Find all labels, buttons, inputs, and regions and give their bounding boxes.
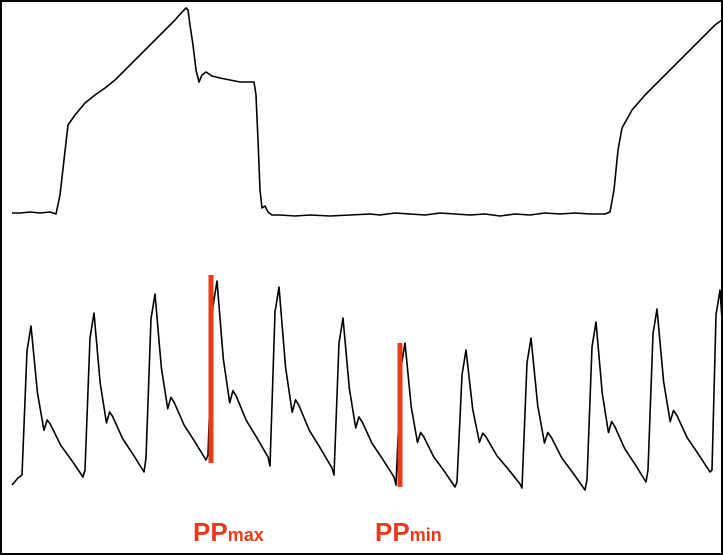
arterial-pressure-waveform [11, 280, 723, 491]
ventilation-waveform [12, 7, 723, 217]
pp-max-label: PPmax [193, 517, 264, 547]
pp-min-label: PPmin [375, 517, 442, 547]
